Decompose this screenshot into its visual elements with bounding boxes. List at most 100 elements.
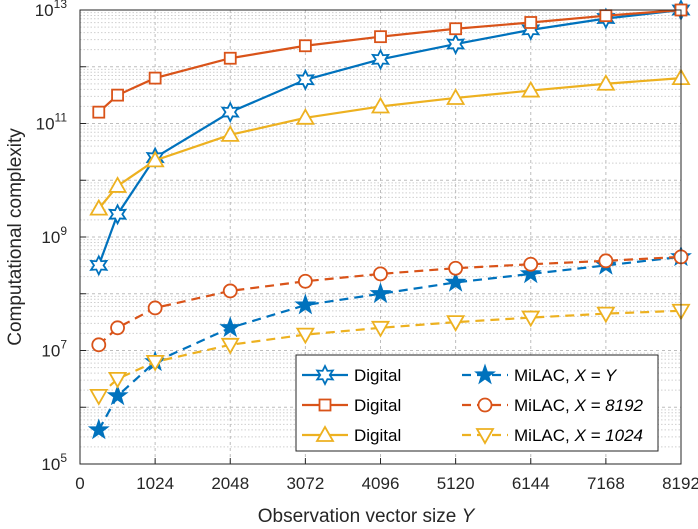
series-line — [98, 255, 682, 346]
data-point — [147, 300, 163, 316]
y-tick-exponent: 5 — [60, 451, 67, 465]
x-tick-label: 0 — [75, 474, 84, 493]
legend-label-value: = 1024 — [586, 426, 643, 445]
legend-label: MiLAC, X = 1024 — [514, 426, 643, 445]
x-tick-label: 2048 — [211, 474, 249, 493]
series-6 — [89, 303, 691, 406]
data-point — [524, 16, 538, 29]
data-point — [370, 48, 391, 71]
data-point — [92, 105, 106, 119]
data-point — [110, 320, 125, 336]
series-line — [98, 309, 682, 397]
data-point — [596, 306, 616, 324]
data-point — [108, 203, 128, 226]
y-tick-label: 109 — [41, 224, 67, 247]
x-axis-label-text: Observation vector size — [258, 506, 457, 527]
legend-label: MiLAC, X = 8192 — [514, 396, 644, 415]
data-point — [148, 71, 162, 85]
legend-marker — [315, 425, 335, 442]
legend-label: Digital — [354, 396, 401, 415]
data-point — [145, 354, 165, 372]
data-point — [220, 125, 240, 142]
legend-label-var: X — [573, 366, 586, 385]
legend-item: Digital — [302, 363, 401, 387]
legend-marker — [318, 398, 332, 412]
data-point — [374, 30, 387, 44]
legend-label-value: = Y — [586, 366, 618, 385]
data-point — [87, 418, 110, 440]
data-point — [598, 253, 614, 269]
data-point — [89, 198, 109, 216]
y-axis-label: Computational complexity — [5, 128, 26, 346]
y-tick-base: 10 — [36, 115, 55, 134]
legend-label: Digital — [354, 366, 401, 385]
legend-label-var: X — [573, 396, 586, 415]
data-point — [294, 293, 317, 315]
data-point — [373, 266, 388, 282]
data-point — [446, 33, 466, 56]
series-line — [97, 77, 682, 210]
data-point — [521, 310, 541, 328]
legend-item: MiLAC, X = 1024 — [462, 426, 643, 445]
legend-label-value: = 8192 — [586, 396, 644, 415]
data-point — [523, 256, 539, 272]
y-tick-exponent: 11 — [55, 111, 68, 125]
data-point — [298, 39, 312, 53]
x-axis-label-var: Y — [462, 506, 476, 527]
y-tick-exponent: 9 — [60, 224, 67, 238]
data-point — [448, 260, 464, 276]
data-point — [521, 18, 541, 41]
data-point — [111, 88, 124, 102]
data-point — [108, 176, 128, 193]
series-3 — [89, 68, 691, 216]
x-tick-label: 6144 — [512, 474, 550, 493]
data-point — [370, 96, 391, 114]
data-point — [220, 337, 240, 355]
y-tick-exponent: 13 — [54, 0, 68, 11]
data-point — [295, 327, 315, 345]
y-tick-label: 1013 — [35, 0, 68, 20]
data-point — [222, 283, 238, 299]
data-point — [444, 270, 467, 292]
legend-label-prefix: MiLAC, — [514, 426, 574, 445]
series-line — [97, 8, 682, 266]
data-point — [145, 150, 165, 168]
data-point — [446, 315, 466, 332]
x-tick-label: 3072 — [286, 474, 324, 493]
series-line — [98, 8, 682, 113]
x-axis-label: Observation vector size Y — [258, 506, 476, 527]
legend-label-prefix: MiLAC, — [514, 366, 574, 385]
data-point — [521, 80, 541, 98]
x-tick-label: 7168 — [587, 474, 625, 493]
legend-marker — [474, 363, 496, 385]
series-5 — [91, 249, 689, 353]
data-point — [91, 337, 107, 353]
legend-marker — [477, 397, 493, 413]
data-point — [446, 88, 466, 105]
data-point — [223, 51, 237, 65]
y-tick-label: 1011 — [36, 111, 68, 134]
data-point — [596, 73, 616, 91]
legend-item: MiLAC, X = Y — [462, 363, 618, 385]
legend-label: Digital — [354, 426, 401, 445]
y-tick-base: 10 — [41, 455, 60, 474]
data-point — [369, 282, 392, 304]
legend-item: MiLAC, X = 8192 — [462, 396, 644, 415]
data-point — [106, 384, 129, 406]
data-point — [370, 320, 391, 338]
y-tick-label: 107 — [41, 338, 67, 361]
legend-item: Digital — [302, 396, 401, 415]
x-tick-label: 8192 — [662, 474, 698, 493]
legend-marker — [315, 363, 335, 387]
data-point — [108, 371, 128, 389]
data-point — [295, 108, 315, 125]
legend-label-var: X — [573, 426, 586, 445]
series-line — [97, 255, 682, 431]
x-tick-label: 4096 — [362, 474, 400, 493]
legend-item: Digital — [302, 425, 401, 445]
data-point — [220, 101, 240, 124]
data-point — [89, 388, 109, 406]
